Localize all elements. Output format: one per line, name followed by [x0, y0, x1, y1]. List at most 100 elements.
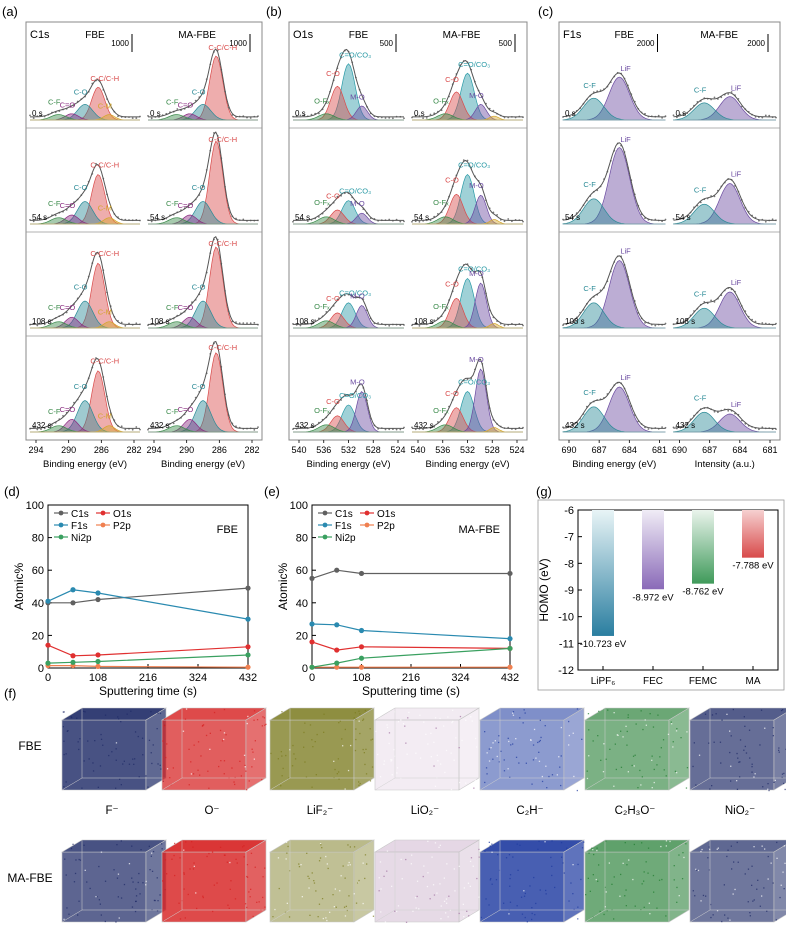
- xps-peak-label: C=O/CO₃: [458, 264, 490, 273]
- cube-speckle: [729, 919, 731, 921]
- cube-speckle: [534, 914, 536, 916]
- cube-speckle: [211, 851, 214, 853]
- xps-peak-label: C-O: [445, 176, 459, 185]
- cube-speckle: [264, 867, 266, 869]
- cube-speckle: [197, 741, 200, 743]
- cube-speckle: [538, 751, 540, 753]
- cube-speckle: [524, 712, 526, 714]
- cube-speckle: [782, 871, 784, 873]
- xps-peak-label: C-F: [583, 180, 596, 189]
- cube-speckle: [738, 761, 740, 763]
- cube-speckle: [626, 864, 628, 866]
- cube-speckle: [188, 748, 190, 750]
- cube-speckle: [465, 782, 467, 784]
- cube-speckle: [74, 872, 77, 875]
- x-tick-label: 687: [702, 445, 717, 455]
- cube-speckle: [362, 718, 365, 720]
- cube-speckle: [508, 913, 510, 915]
- xps-data-point: [395, 428, 398, 431]
- cube-speckle: [516, 843, 518, 845]
- cube-speckle: [550, 856, 552, 859]
- cube-speckle: [516, 905, 518, 907]
- cube-speckle: [739, 776, 741, 778]
- cube-speckle: [633, 843, 635, 846]
- cube-speckle: [142, 882, 144, 884]
- cube-speckle: [342, 745, 344, 747]
- xps-data-point: [507, 218, 510, 220]
- xps-data-point: [32, 426, 35, 429]
- y-tick-label: -8: [564, 558, 574, 570]
- cube-speckle: [73, 881, 76, 883]
- xps-data-point: [727, 93, 730, 95]
- cube-speckle: [281, 755, 283, 757]
- xps-time-label: 54 s: [32, 213, 47, 222]
- cube-speckle: [474, 779, 476, 781]
- cube-speckle: [358, 710, 360, 712]
- cube-speckle: [244, 766, 246, 768]
- cube-speckle: [396, 910, 398, 913]
- cube-speckle: [405, 921, 408, 923]
- cube-speckle: [645, 861, 647, 863]
- cube-speckle: [169, 777, 171, 779]
- cube-speckle: [694, 895, 696, 897]
- cube-speckle: [524, 916, 526, 919]
- xps-peak-label: C=O/CO₃: [458, 377, 490, 386]
- cube-speckle: [491, 843, 493, 845]
- cube-speckle: [764, 848, 766, 850]
- cube-speckle: [521, 913, 524, 915]
- cube-speckle: [104, 714, 107, 716]
- cube-speckle: [303, 746, 305, 748]
- xps-peak-label: M-O: [350, 93, 365, 102]
- xps-data-point: [299, 218, 302, 221]
- xps-column-title: MA-FBE: [700, 30, 738, 41]
- cube-speckle: [156, 877, 158, 879]
- x-tick-label: 684: [732, 445, 747, 455]
- cube-speckle: [591, 847, 593, 849]
- cube-speckle: [315, 774, 317, 776]
- cube-speckle: [128, 863, 131, 865]
- cube-speckle: [250, 888, 252, 890]
- cube-speckle: [369, 728, 371, 730]
- cube-speckle: [531, 912, 533, 915]
- data-point-c1s: [334, 567, 340, 573]
- cube-speckle: [632, 755, 635, 757]
- cube-speckle: [529, 885, 531, 887]
- cube-face: [773, 712, 786, 791]
- cube-speckle: [246, 789, 248, 791]
- cube-speckle: [174, 842, 176, 845]
- x-axis-title: Binding energy (eV): [43, 459, 127, 470]
- cube-speckle: [120, 897, 123, 899]
- cube-speckle: [77, 741, 79, 743]
- xps-peak-label: C-C/C-H: [208, 43, 237, 52]
- data-point-p2p: [95, 663, 101, 669]
- series-line-p2p: [48, 665, 249, 668]
- cube-speckle: [615, 768, 617, 771]
- cube-speckle: [149, 869, 151, 871]
- cube-speckle: [326, 919, 328, 922]
- xps-peak-label: C-F: [166, 199, 179, 208]
- cube-speckle: [321, 847, 323, 849]
- species-label: C₂H₃O⁻: [615, 805, 656, 817]
- cube-speckle: [309, 914, 311, 916]
- cube-face: [773, 844, 786, 923]
- cube-speckle: [225, 734, 227, 736]
- cube-speckle: [316, 733, 318, 736]
- cube-edge: [584, 840, 689, 923]
- cube-speckle: [327, 867, 329, 870]
- cube-speckle: [281, 711, 283, 713]
- xps-data-point: [249, 117, 252, 119]
- xps-peak-label: C-O: [74, 382, 88, 391]
- cube-speckle: [440, 918, 442, 920]
- cube-speckle: [128, 763, 131, 765]
- cube-speckle: [710, 916, 712, 919]
- cube-speckle: [344, 788, 346, 790]
- xps-data-point: [672, 114, 675, 117]
- xps-data-point: [253, 429, 256, 431]
- xps-data-point: [727, 409, 730, 412]
- cube-speckle: [780, 884, 782, 886]
- legend-label: P2p: [377, 521, 395, 532]
- cube-speckle: [357, 882, 359, 884]
- cube-speckle: [308, 887, 310, 889]
- cube-speckle: [434, 785, 437, 787]
- cube-speckle: [611, 883, 613, 885]
